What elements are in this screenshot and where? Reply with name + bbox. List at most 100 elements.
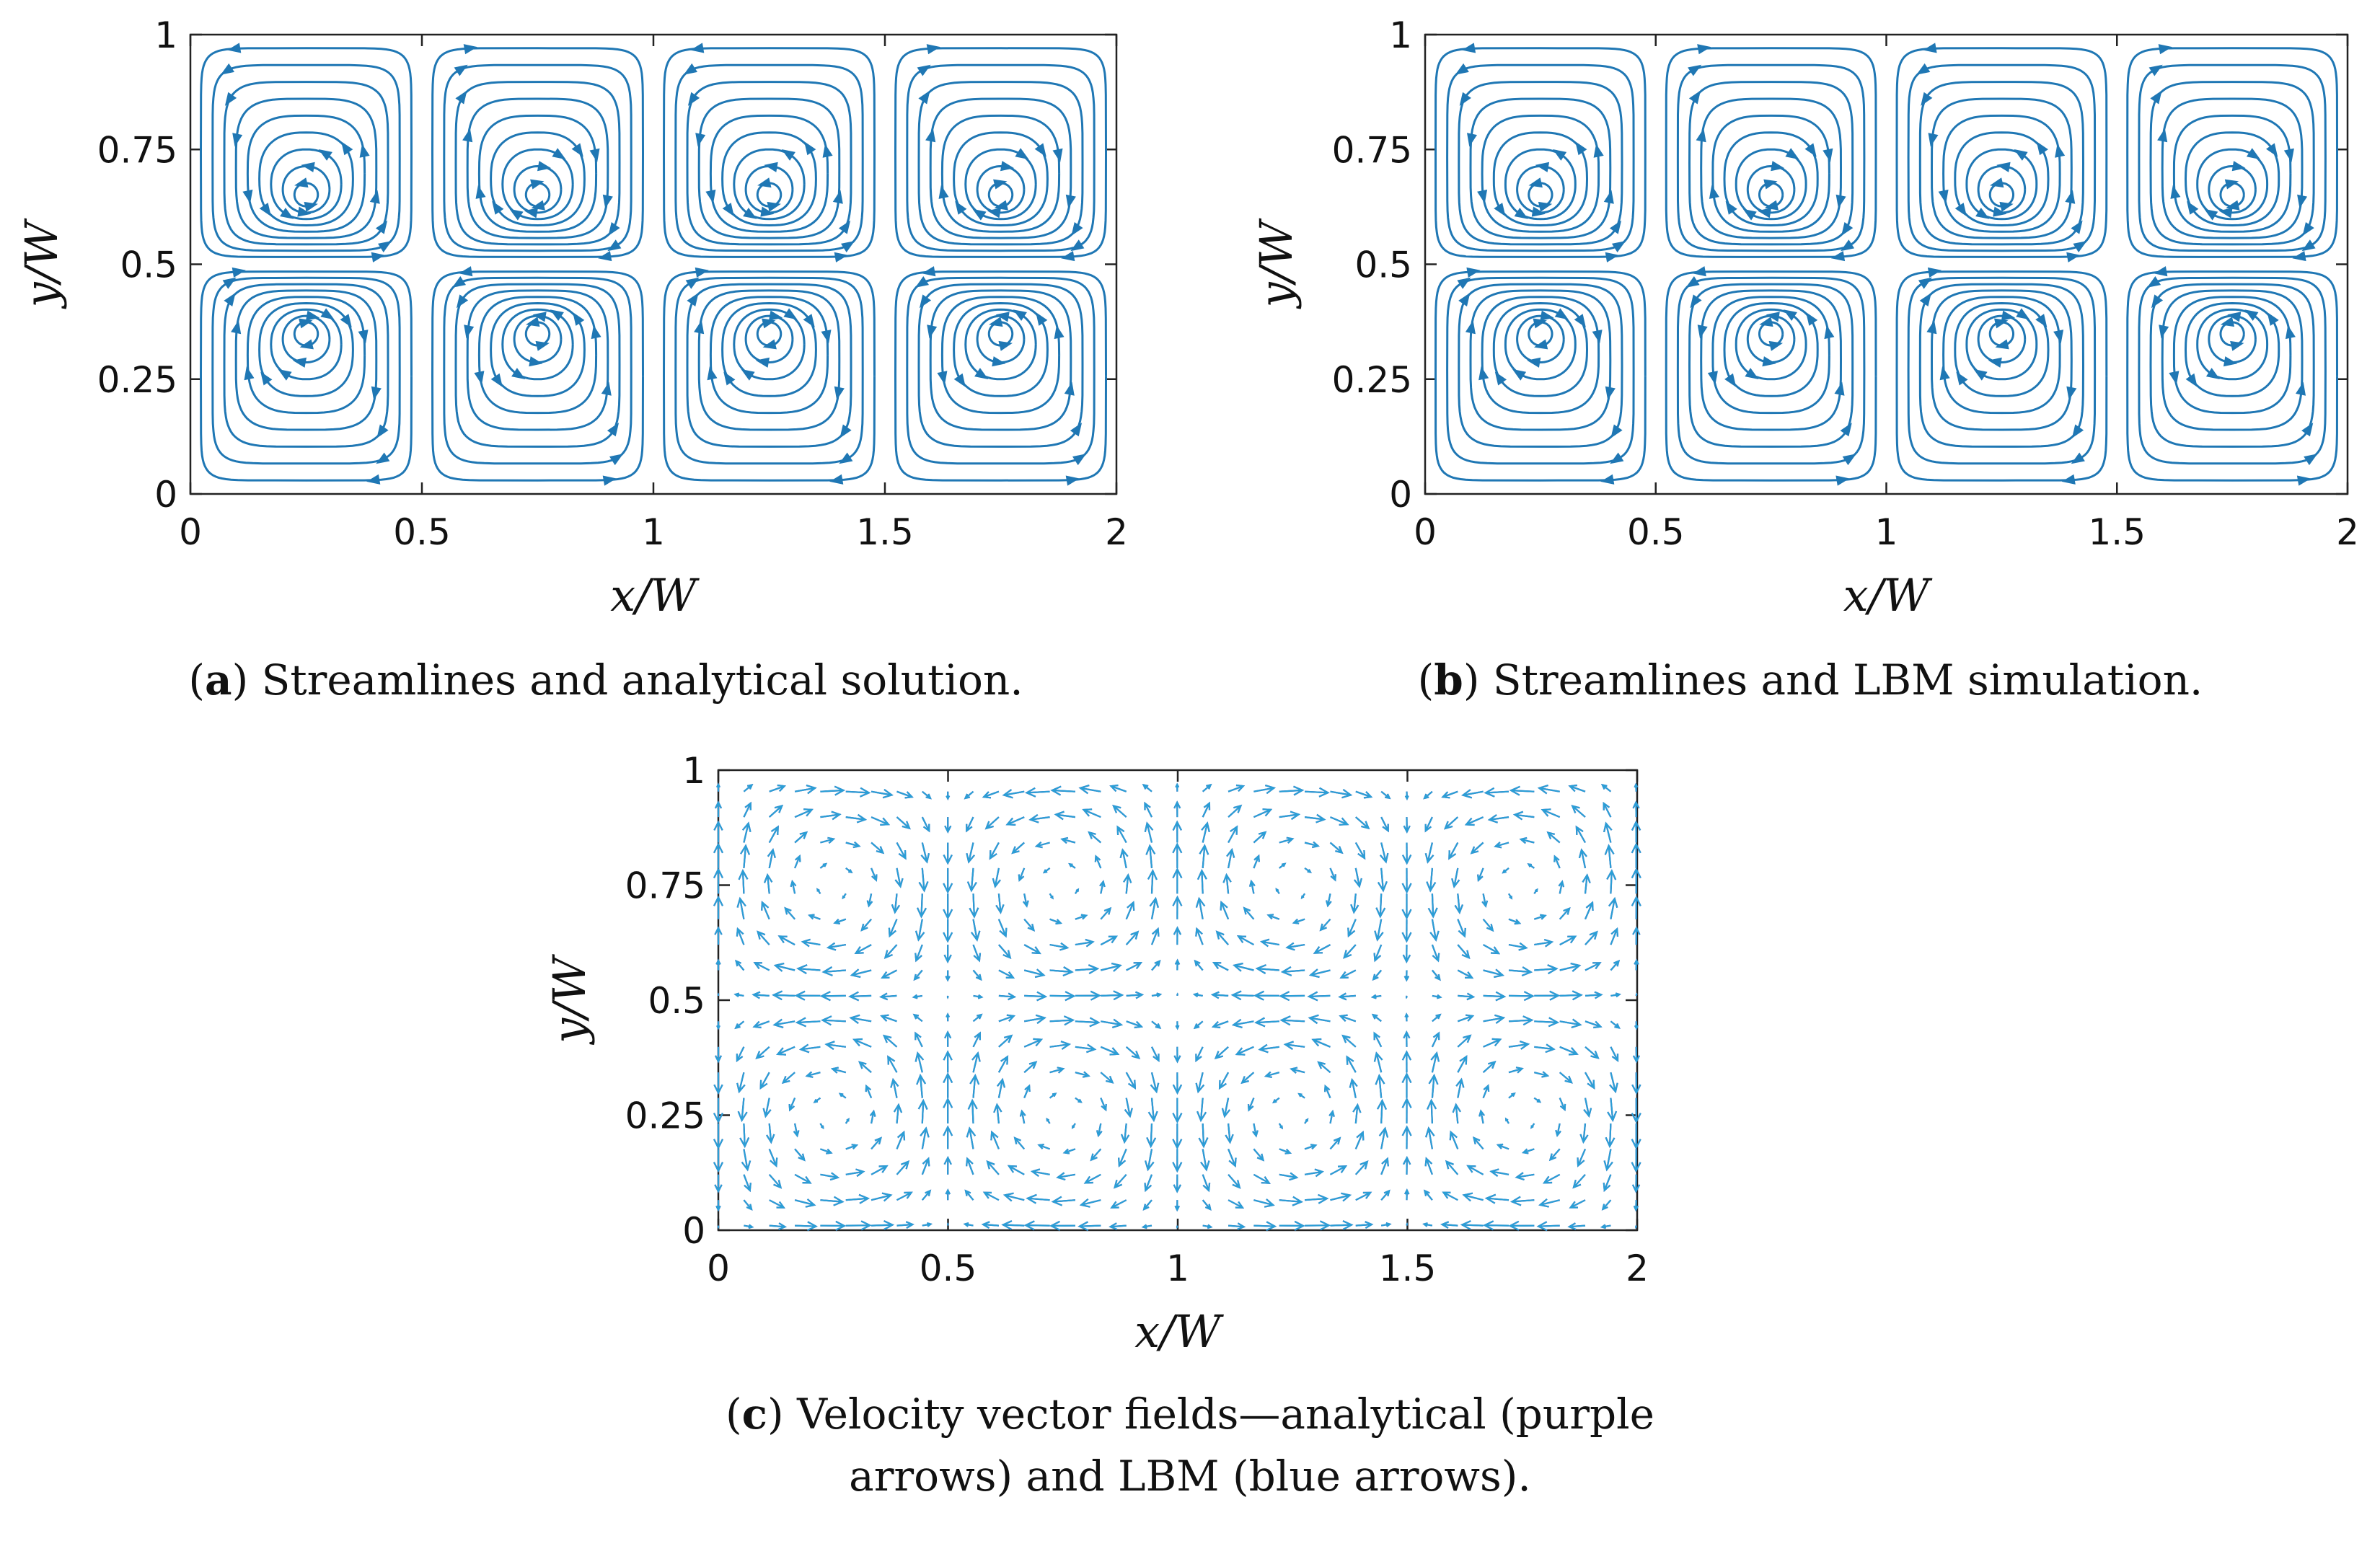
b-vortex (1895, 43, 2108, 262)
plot-c-arrow-lbm (1248, 1098, 1255, 1111)
a-streamline (454, 283, 621, 448)
b-streamline-arrow (1804, 143, 1817, 157)
b-streamline-arrow (1763, 179, 1778, 190)
plot-c-arrow-lbm-head (1403, 1030, 1411, 1039)
b-streamline-arrow (1759, 317, 1773, 327)
plot-c-arrow-lbm (871, 867, 877, 880)
plot-c-arrow-lbm-head (1307, 991, 1318, 1002)
a-streamline-arrow (722, 203, 734, 217)
b-streamline (2126, 270, 2338, 482)
plot-c-arrow-lbm-head (1489, 1168, 1499, 1177)
a-streamline-arrow (371, 386, 382, 400)
plot-c-arrow-lbm-head (1062, 1148, 1070, 1154)
b-streamline-arrow (2266, 143, 2278, 157)
plot-c-arrow-lbm (822, 1019, 846, 1023)
plot-c-arrow-lbm-head (820, 1125, 824, 1129)
plot-c-arrow-lbm (1471, 842, 1484, 854)
a-streamline-arrow (451, 276, 466, 288)
plot-c-arrow-lbm-head (975, 973, 982, 981)
plot-c-arrow-lbm (1027, 1197, 1050, 1201)
plot-c-arrow-lbm-head (1572, 990, 1583, 1001)
plot-c-arrow-lbm-head (1172, 867, 1183, 878)
plot-c-arrow-lbm-head (1634, 958, 1639, 965)
plot-c-arrow-lbm-head (1432, 953, 1440, 963)
plot-c-arrow-lbm-head (1173, 1184, 1181, 1193)
plot-c-arrow-lbm-head (1230, 990, 1242, 1001)
plot-c-arrow-lbm-head (1484, 787, 1495, 798)
b-streamline-arrow (2016, 308, 2030, 320)
a-streamline-arrow (995, 312, 1010, 322)
plot-c-arrow-lbm-head (876, 846, 885, 855)
plot-c-arrow-lbm-head (1567, 935, 1577, 944)
b-streamline (1711, 296, 1830, 415)
plot-c-arrow-lbm-head (838, 1092, 844, 1098)
plot-c-arrow-lbm-head (1062, 966, 1074, 977)
plot-c-arrow-lbm-head (1428, 1073, 1439, 1085)
plot-c-arrow-lbm-head (740, 844, 751, 855)
plot-c-arrow-lbm-head (1311, 1038, 1322, 1047)
plot-c-arrow-lbm (883, 1035, 898, 1048)
b-streamline-arrow (1725, 200, 1737, 215)
a-streamline (917, 81, 1084, 246)
plot-c-arrow-lbm-head (1285, 942, 1295, 951)
plot-c-arrow-lbm (1457, 1079, 1463, 1098)
b-streamline (1907, 276, 2097, 465)
plot-c-arrow-lbm-head (1311, 841, 1320, 849)
plot-c-arrow-lbm-head (1463, 1034, 1472, 1043)
plot-c-arrow-lbm-head (1373, 1031, 1380, 1041)
plot-c-arrow-lbm-head (925, 1189, 932, 1196)
plot-c-arrow-lbm (887, 1056, 898, 1073)
plot-c-arrow-lbm-head (1631, 895, 1641, 906)
b-streamline-arrow (2154, 266, 2168, 277)
b-streamline-arrow (1605, 386, 1616, 400)
plot-c-arrow-lbm (1569, 785, 1586, 792)
plot-c-arrow-lbm (1023, 1061, 1037, 1074)
plot-c-arrow-lbm-head (748, 1224, 754, 1229)
a-streamline-arrow (1013, 309, 1027, 321)
plot-c-arrow-lbm (972, 1053, 979, 1073)
plot-c-arrow-lbm-head (1195, 1082, 1205, 1094)
b-streamline-arrow (1458, 293, 1471, 306)
plot-c-arrow-lbm (871, 790, 892, 796)
a-vortex (199, 43, 413, 262)
plot-c-arrow-lbm (1543, 1173, 1561, 1184)
plot-c-arrow-lbm-head (916, 907, 927, 919)
plot-c-arrow-lbm (1329, 867, 1336, 880)
b-streamline-arrow (1603, 190, 1614, 204)
plot-c-arrow-lbm-head (943, 909, 953, 920)
plot-c-arrow-lbm (1585, 1072, 1595, 1089)
plot-c-arrow-lbm-head (1577, 1157, 1585, 1167)
plot-c-arrow-lbm-head (1462, 1192, 1473, 1202)
plot-c-arrow-lbm-head (943, 883, 953, 894)
b-streamline-arrow (1600, 474, 1615, 485)
plot-c-arrow-lbm (1007, 816, 1025, 826)
plot-c-arrow-lbm-head (1378, 1126, 1389, 1138)
plot-c-arrow-lbm-head (1490, 946, 1501, 955)
plot-c-arrow-lbm-head (1483, 1084, 1490, 1092)
b-streamline-arrow (2001, 310, 2016, 321)
plot-c-arrow-lbm-head (905, 1221, 914, 1229)
plot-c-arrow-lbm (896, 790, 912, 798)
b-xlabel: x/W (1843, 569, 1933, 622)
plot-c-arrow-lbm-head (774, 804, 784, 813)
a-vortex (199, 267, 413, 485)
plot-c-arrow-lbm (809, 914, 821, 920)
plot-c-arrow-lbm-head (1000, 1055, 1009, 1065)
a-streamline (258, 131, 354, 227)
a-streamline (466, 289, 609, 431)
plot-c-arrow-lbm (820, 813, 840, 818)
plot-c-arrow-lbm-head (1600, 1224, 1606, 1229)
plot-c-arrow-lbm (1582, 1123, 1587, 1142)
a-streamline-arrow (492, 200, 504, 215)
plot-c-arrow-lbm (1281, 1019, 1305, 1023)
plot-c-arrow-lbm-head (1248, 879, 1256, 887)
a-streamline-arrow (1052, 148, 1063, 162)
plot-c-arrow-lbm (1085, 1173, 1101, 1184)
a-streamline-arrow (297, 206, 312, 217)
plot-c-arrow-lbm-head (1198, 1137, 1209, 1149)
plot-c-arrow-lbm-head (1404, 1012, 1409, 1018)
plot-c-arrow-lbm-head (1357, 849, 1366, 860)
plot-c-arrow-lbm (1253, 1224, 1275, 1227)
plot-c-arrow-lbm (1330, 1224, 1352, 1227)
plot-c-arrow-lbm-head (1339, 971, 1349, 979)
